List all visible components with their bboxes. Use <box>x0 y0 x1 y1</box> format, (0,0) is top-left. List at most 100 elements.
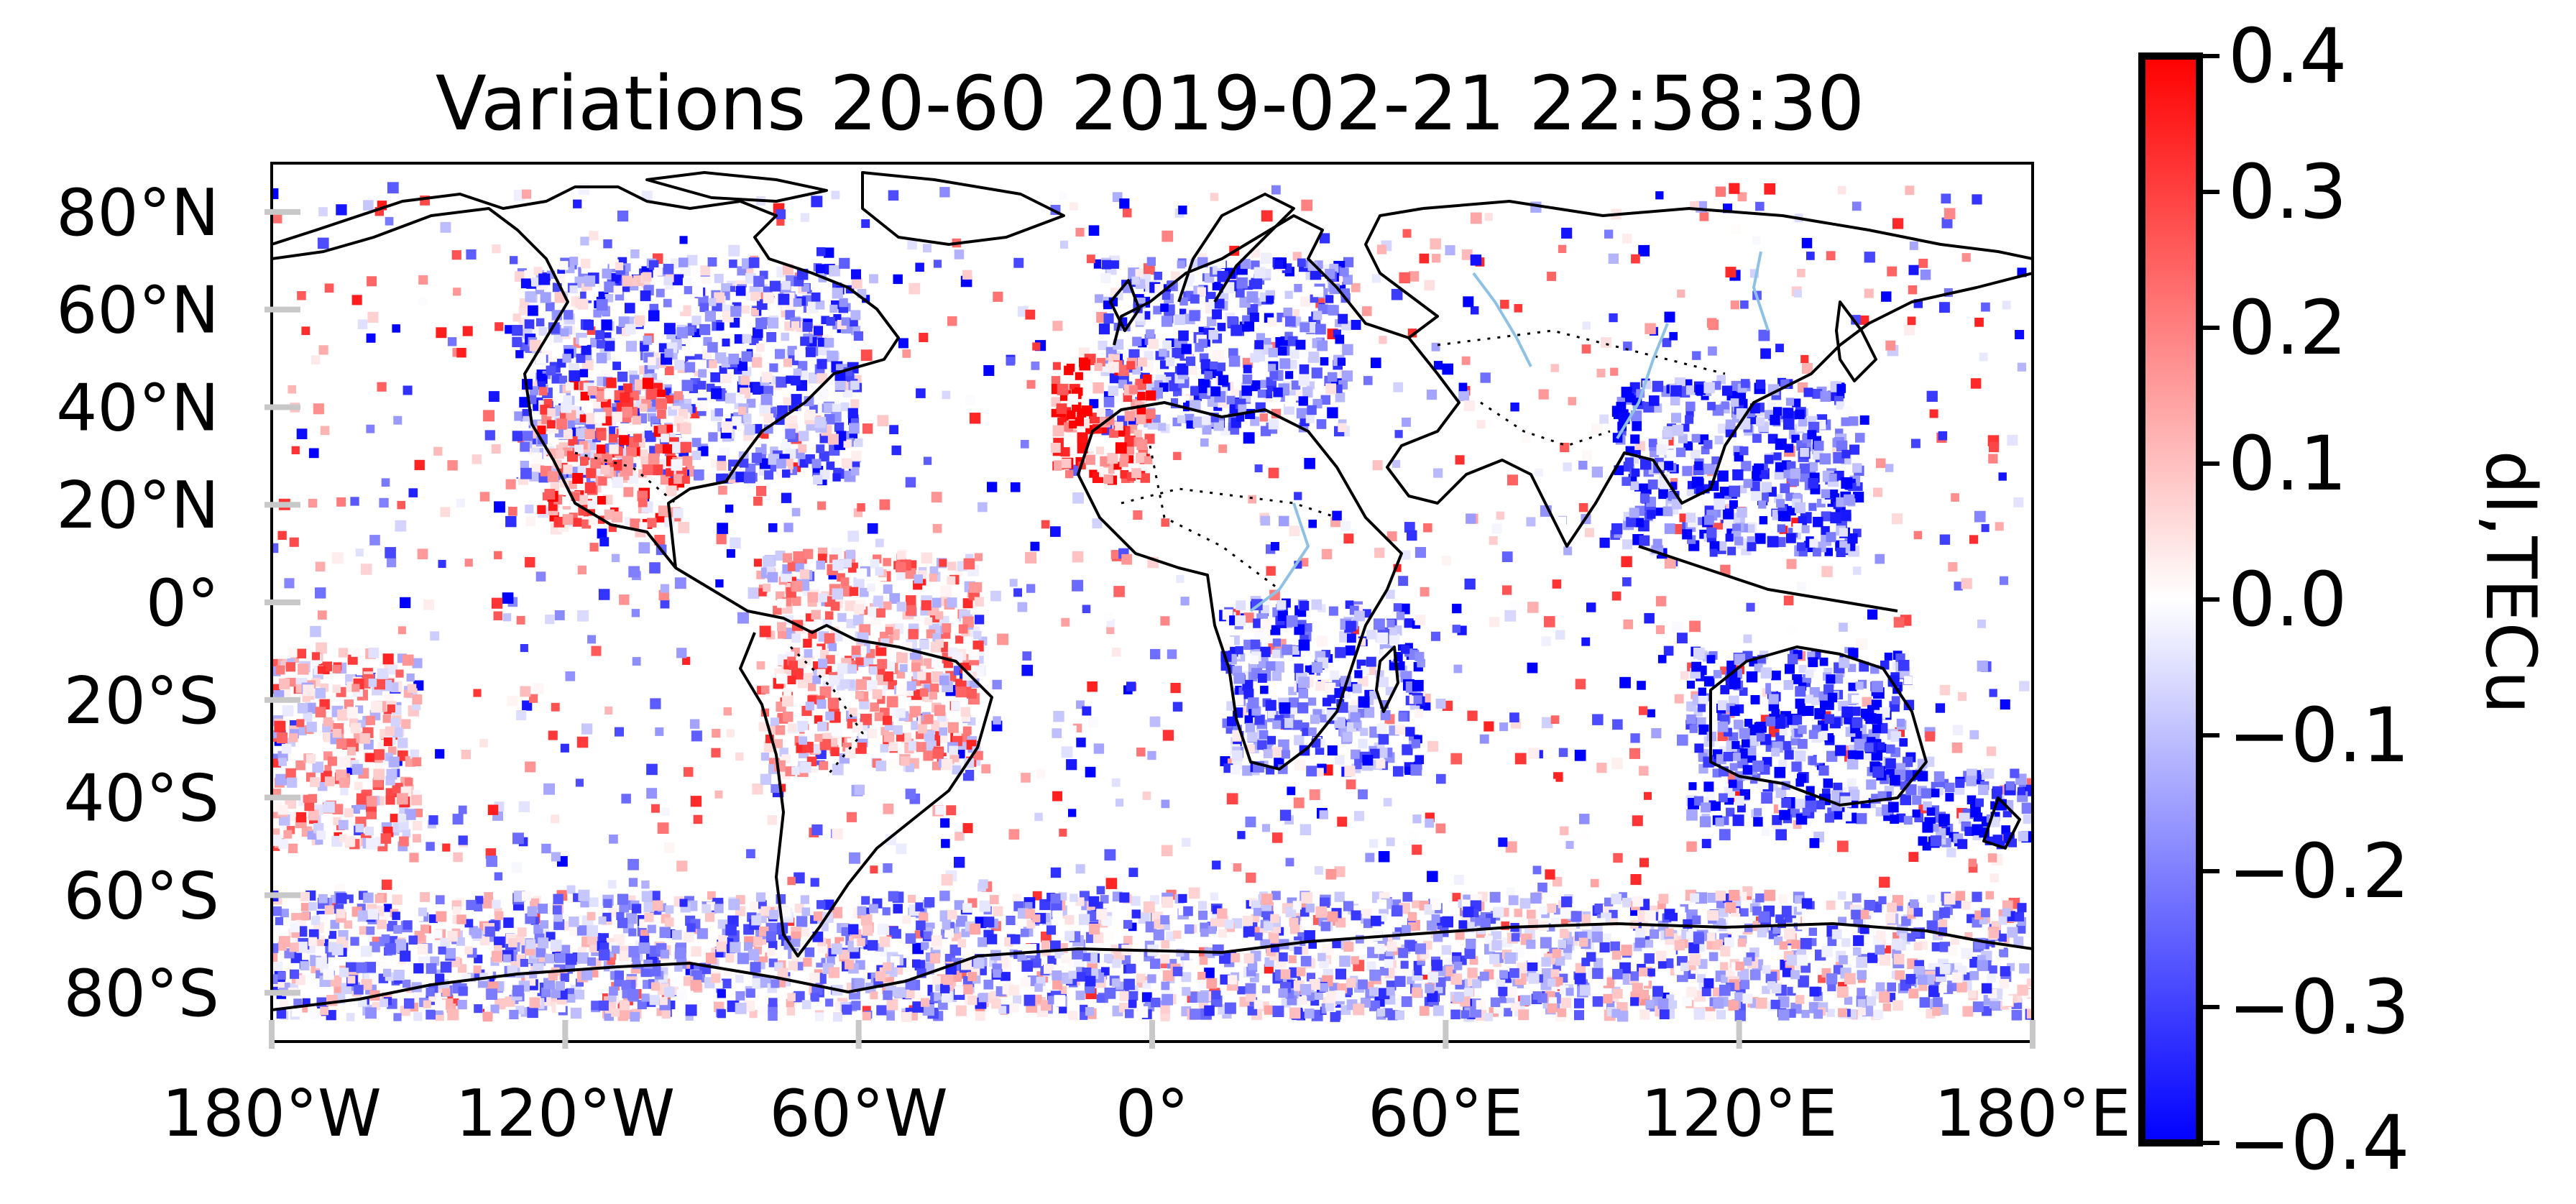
tec-point <box>1296 408 1307 419</box>
tec-point <box>730 305 742 317</box>
tec-point <box>716 473 724 482</box>
tec-point <box>1132 336 1142 346</box>
tec-point <box>737 361 748 371</box>
tec-point <box>902 349 911 358</box>
map-panel <box>270 162 2034 1043</box>
tec-point <box>2016 924 2026 934</box>
tec-point <box>479 492 490 502</box>
tec-point <box>1146 329 1155 339</box>
tec-point <box>1754 808 1762 817</box>
tec-point <box>975 656 984 664</box>
tec-point <box>811 293 821 302</box>
tec-point <box>1476 420 1486 429</box>
tec-point <box>1622 477 1631 486</box>
tec-point <box>1424 280 1435 291</box>
tec-point <box>1118 364 1129 377</box>
tec-point <box>1173 451 1182 461</box>
tec-point <box>589 231 599 241</box>
tec-point <box>850 417 860 426</box>
tec-point <box>1527 602 1539 613</box>
tec-point <box>877 666 886 675</box>
tec-point <box>331 552 344 564</box>
tec-point <box>875 760 887 771</box>
tec-point <box>1180 597 1190 606</box>
tec-point <box>1773 452 1782 461</box>
tec-point <box>781 280 791 290</box>
tec-point <box>841 585 852 597</box>
tec-point <box>1098 323 1110 335</box>
tec-point <box>1647 510 1656 519</box>
tec-point <box>1907 316 1916 326</box>
tec-point <box>817 722 827 732</box>
tec-point <box>1165 357 1175 367</box>
tec-point <box>1797 738 1808 749</box>
tec-point <box>288 843 298 853</box>
tec-point <box>1013 257 1024 268</box>
tec-point <box>1977 619 1986 628</box>
tec-point <box>611 511 623 523</box>
tec-point <box>1431 631 1440 641</box>
tec-point <box>756 661 765 670</box>
tec-point <box>805 702 814 711</box>
tec-point <box>361 564 372 575</box>
tec-point <box>1986 746 1997 756</box>
tec-point <box>1104 612 1113 621</box>
tec-point <box>1775 438 1787 450</box>
tec-point <box>866 680 878 691</box>
tec-point <box>896 684 906 695</box>
tec-point <box>544 489 556 500</box>
tec-point <box>969 582 980 593</box>
tec-point <box>1770 415 1780 426</box>
tec-point <box>1739 727 1750 739</box>
tec-point <box>722 978 732 989</box>
tec-point <box>807 592 818 603</box>
tec-point <box>1855 681 1864 690</box>
tec-point <box>1272 832 1283 843</box>
tec-point <box>1070 202 1078 211</box>
tec-point <box>1146 409 1156 419</box>
tec-point <box>843 559 852 568</box>
tec-point <box>1463 296 1474 308</box>
tec-point <box>584 428 595 440</box>
tec-point <box>1686 714 1696 725</box>
tec-point <box>1128 922 1137 932</box>
tec-point <box>875 645 887 656</box>
tec-point <box>1256 333 1265 342</box>
tec-point <box>1547 778 1556 787</box>
tec-point <box>1507 474 1518 486</box>
tec-point <box>1961 253 1971 262</box>
tec-point <box>873 595 883 606</box>
tec-point <box>1944 208 1956 220</box>
tec-point <box>1752 465 1762 475</box>
tec-point <box>684 767 694 777</box>
tec-point <box>1767 402 1776 411</box>
tec-point <box>860 349 873 362</box>
tec-point <box>841 317 850 326</box>
tec-point <box>1647 709 1655 717</box>
tec-point <box>1904 324 1915 336</box>
tec-point <box>1470 212 1482 224</box>
tec-point <box>1441 556 1452 566</box>
tec-point <box>1298 396 1308 406</box>
tec-point <box>722 339 730 346</box>
tec-point <box>1776 499 1785 508</box>
tec-point <box>1479 734 1489 744</box>
tec-point <box>1867 609 1878 620</box>
tec-point <box>453 288 461 296</box>
tec-point <box>777 622 786 632</box>
tec-point <box>548 730 558 740</box>
tec-point <box>1261 210 1273 222</box>
tec-point <box>351 805 360 814</box>
tec-point <box>1731 740 1740 750</box>
tec-point <box>1268 419 1279 430</box>
tec-point <box>1824 813 1834 823</box>
tec-point <box>598 933 609 944</box>
tec-point <box>551 852 561 862</box>
tec-point <box>777 405 788 417</box>
tec-point <box>557 269 566 277</box>
tec-point <box>1227 316 1238 327</box>
tec-point <box>488 391 500 402</box>
tec-point <box>678 257 689 267</box>
tec-point <box>625 517 633 525</box>
tec-point <box>696 400 708 411</box>
